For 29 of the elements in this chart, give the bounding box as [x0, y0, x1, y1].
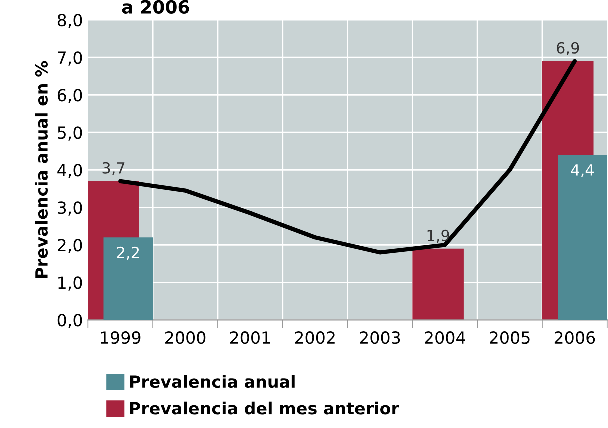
y-tick-label: 2,0 — [58, 239, 82, 254]
bar — [104, 238, 154, 320]
legend-label: Prevalencia del mes anterior — [130, 402, 400, 415]
x-tick-label: 2002 — [295, 332, 335, 344]
y-tick-label: 0,0 — [58, 314, 82, 328]
y-axis-title: Prevalencia anual en % — [35, 61, 48, 278]
y-tick-label: 3,0 — [58, 202, 82, 216]
bar — [558, 155, 608, 320]
y-tick-label: 7,0 — [58, 52, 82, 66]
x-tick-label: 2003 — [360, 332, 400, 344]
y-tick-label: 4,0 — [58, 164, 82, 178]
bar — [412, 248, 464, 320]
chart-title: a 2006 — [122, 0, 190, 14]
y-tick-label: 5,0 — [58, 126, 82, 141]
x-tick-label: 2000 — [166, 332, 206, 344]
data-label: 4,4 — [571, 164, 594, 178]
x-tick-label: 2004 — [425, 332, 466, 344]
x-tick-label: 2006 — [554, 332, 596, 344]
x-tick-label: 1999 — [101, 332, 141, 344]
y-tick-label: 8,0 — [58, 14, 82, 28]
x-tick-label: 2005 — [490, 332, 530, 344]
y-tick-label: 1,0 — [58, 276, 82, 291]
data-label: 6,9 — [557, 42, 580, 56]
data-label: 2,2 — [117, 246, 140, 260]
x-tick-label: 2001 — [230, 332, 270, 344]
data-label: 3,7 — [102, 162, 125, 176]
data-label: 1,9 — [428, 230, 450, 243]
legend-label: Prevalencia anual — [130, 375, 295, 388]
y-tick-label: 6,0 — [58, 89, 82, 104]
